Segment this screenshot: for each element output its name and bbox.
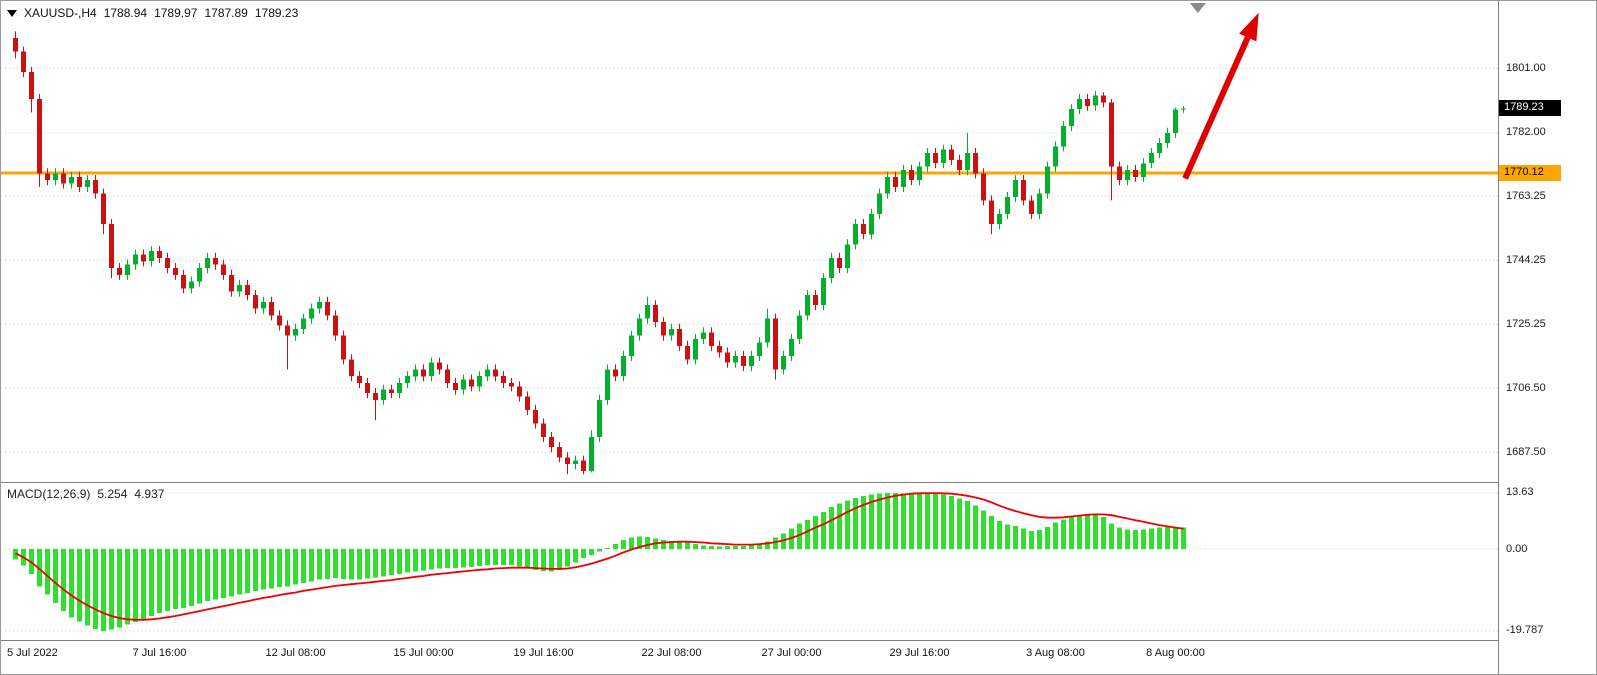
time-axis-separator — [1, 640, 1596, 641]
price-axis-label: 1763.25 — [1506, 189, 1546, 202]
price-axis[interactable]: 1801.00 1782.00 1763.25 1744.25 1725.25 1706.… — [1499, 1, 1596, 674]
macd-axis-label: 0.00 — [1506, 542, 1528, 555]
time-axis-label: 3 Aug 08:00 — [1026, 647, 1085, 659]
time-axis-label: 19 Jul 16:00 — [513, 647, 574, 659]
trend-arrow[interactable] — [1182, 12, 1259, 180]
time-axis-label: 15 Jul 00:00 — [393, 647, 454, 659]
axis-vertical-separator — [1498, 1, 1499, 674]
symbol-timeframe-label: XAUUSD-,H4 — [24, 6, 97, 20]
price-axis-label: 1801.00 — [1506, 62, 1546, 75]
macd-indicator-panel[interactable] — [1, 483, 1498, 640]
price-axis-label: 1782.00 — [1506, 126, 1546, 139]
time-axis-label: 27 Jul 00:00 — [761, 647, 822, 659]
macd-header: MACD(12,26,9) 5.254 4.937 — [7, 487, 164, 501]
ohlc-high-value: 1789.97 — [154, 6, 198, 20]
time-axis-label: 8 Aug 00:00 — [1146, 647, 1205, 659]
panel-separator[interactable] — [1, 482, 1596, 483]
time-axis-label: 22 Jul 08:00 — [641, 647, 702, 659]
ohlc-low-value: 1787.89 — [204, 6, 248, 20]
macd-indicator-label: MACD(12,26,9) — [7, 487, 91, 501]
candlestick-series — [13, 31, 1186, 475]
current-price-tag: 1789.23 — [1499, 100, 1561, 117]
hline-price-tag: 1770.12 — [1499, 165, 1561, 181]
price-axis-label: 1706.50 — [1506, 381, 1546, 394]
time-axis-label: 7 Jul 16:00 — [132, 647, 187, 659]
macd-axis-label: -19.787 — [1506, 624, 1544, 637]
macd-axis-label: 13.63 — [1506, 486, 1534, 499]
price-chart-panel[interactable] — [1, 1, 1498, 481]
chart-shift-marker-icon[interactable] — [1189, 3, 1206, 13]
time-axis-label: 5 Jul 2022 — [7, 647, 58, 659]
chart-header: XAUUSD-,H4 1788.94 1789.97 1787.89 1789.… — [7, 6, 298, 20]
macd-signal-value: 4.937 — [134, 487, 165, 501]
price-axis-label: 1725.25 — [1506, 318, 1546, 331]
time-axis-label: 29 Jul 16:00 — [889, 647, 950, 659]
price-axis-label: 1687.50 — [1506, 445, 1546, 458]
time-axis[interactable]: 5 Jul 2022 7 Jul 16:00 12 Jul 08:00 15 Jul … — [1, 641, 1498, 674]
macd-signal-line — [15, 492, 1184, 621]
macd-histogram — [13, 492, 1186, 631]
price-grid-lines — [1, 68, 1498, 453]
macd-main-value: 5.254 — [97, 487, 128, 501]
ohlc-close-value: 1789.23 — [254, 6, 299, 20]
ohlc-open-value: 1788.94 — [103, 6, 148, 20]
symbol-triangle-icon — [7, 9, 17, 17]
price-axis-label: 1744.25 — [1506, 253, 1546, 266]
time-axis-label: 12 Jul 08:00 — [265, 647, 326, 659]
